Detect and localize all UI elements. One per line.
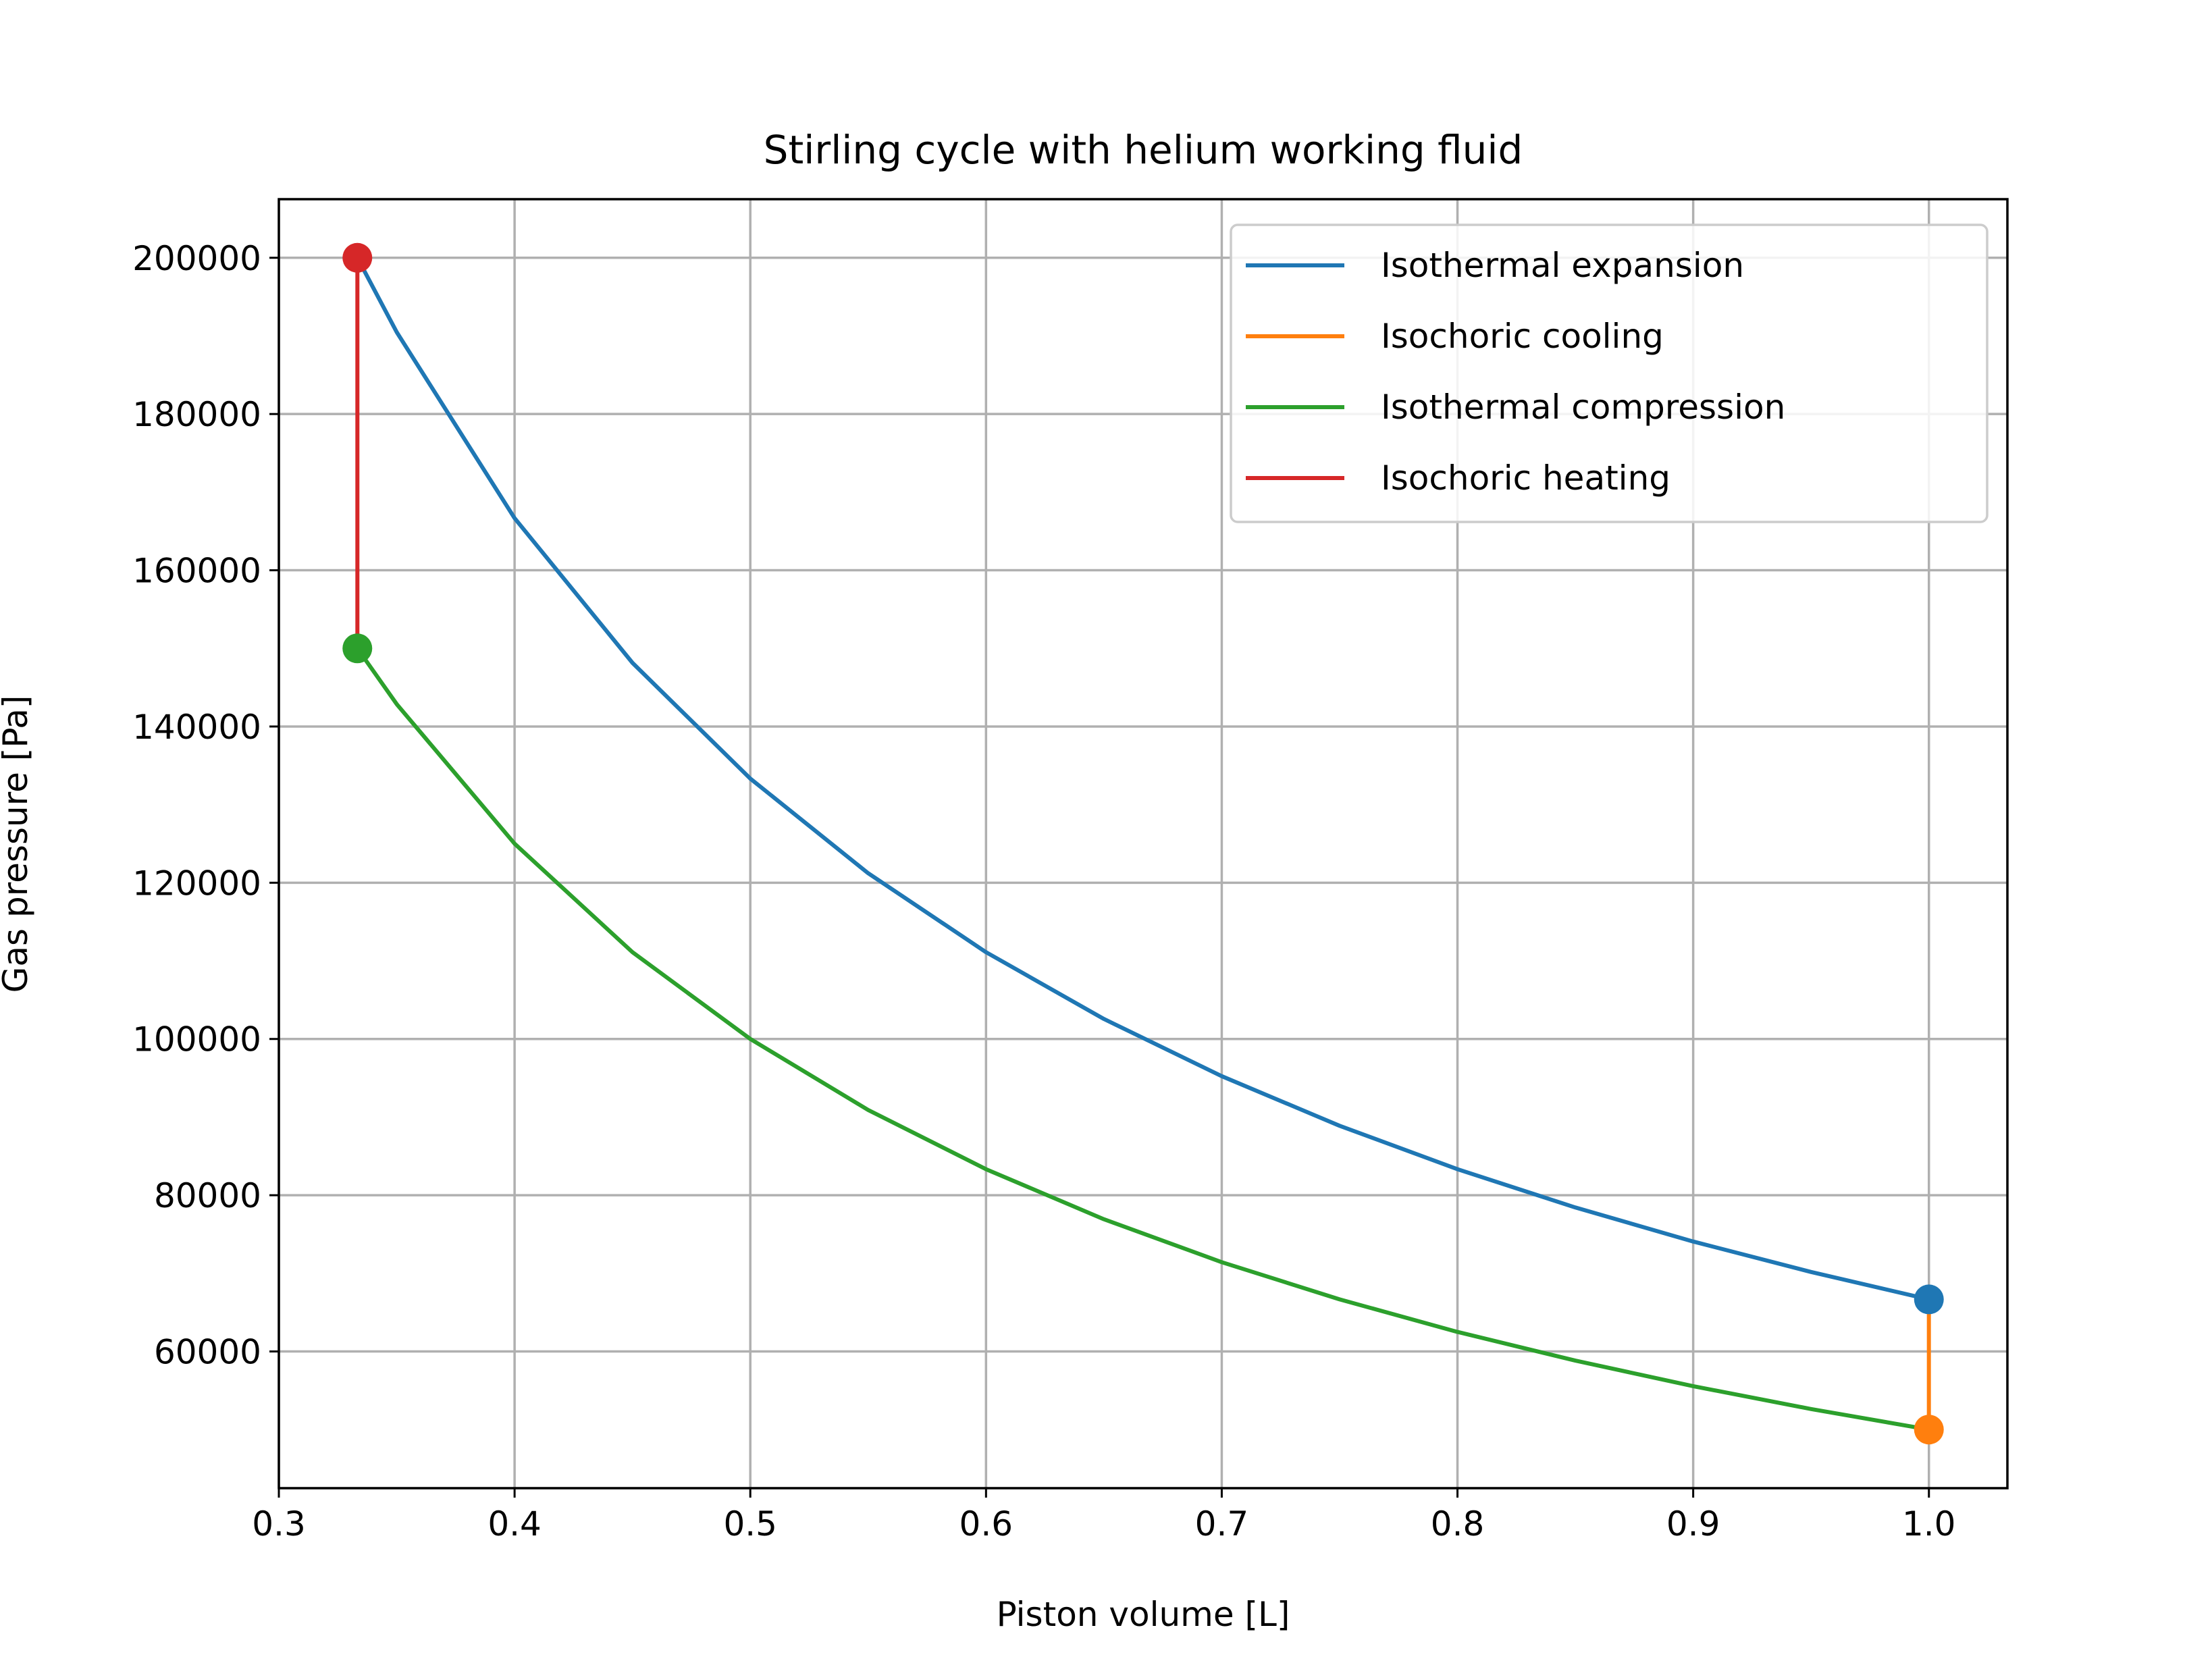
legend-label-isochoric-heating: Isochoric heating	[1381, 458, 1670, 498]
x-tick-label: 0.5	[723, 1504, 777, 1544]
y-tick-label: 60000	[154, 1333, 261, 1372]
legend-label-isochoric-cooling: Isochoric cooling	[1381, 317, 1664, 356]
series-line-isothermal-expansion	[355, 257, 1930, 1302]
y-tick-label: 180000	[132, 395, 261, 434]
chart-title: Stirling cycle with helium working fluid	[764, 127, 1523, 173]
marker-isochoric-heating	[342, 242, 373, 273]
x-tick-label: 1.0	[1902, 1504, 1956, 1544]
x-tick-label: 0.3	[252, 1504, 306, 1544]
marker-isothermal-compression	[342, 633, 373, 664]
x-tick-label: 0.7	[1195, 1504, 1249, 1544]
legend-label-isothermal-compression: Isothermal compression	[1381, 388, 1785, 427]
marker-isochoric-cooling	[1914, 1415, 1944, 1445]
marker-isothermal-expansion	[1914, 1284, 1944, 1315]
y-tick-label: 80000	[154, 1176, 261, 1215]
legend: Isothermal expansion Isochoric cooling Iso…	[1230, 223, 1989, 523]
y-tick-label: 140000	[132, 708, 261, 747]
y-tick-label: 160000	[132, 552, 261, 591]
y-axis-ticks: 60000 80000 100000 120000 140000 160000 180000…	[132, 239, 279, 1372]
x-tick-label: 0.9	[1666, 1504, 1720, 1544]
plot-frame	[278, 198, 2009, 1490]
x-axis-ticks: 0.3 0.4 0.5 0.6 0.7 0.8 0.9 1.0	[252, 1488, 1956, 1544]
plot-lines	[355, 257, 1931, 1432]
x-tick-label: 0.6	[959, 1504, 1013, 1544]
series-line-isothermal-compression	[355, 647, 1930, 1432]
x-tick-label: 0.4	[488, 1504, 542, 1544]
legend-box	[1230, 223, 1989, 523]
y-tick-label: 200000	[132, 239, 261, 278]
plot-markers	[342, 242, 1944, 1445]
x-axis-label: Piston volume [L]	[997, 1595, 1290, 1634]
x-tick-label: 0.8	[1431, 1504, 1485, 1544]
y-tick-label: 120000	[132, 864, 261, 903]
y-axis-label: Gas pressure [Pa]	[0, 695, 35, 993]
legend-label-isothermal-expansion: Isothermal expansion	[1381, 246, 1744, 285]
y-tick-label: 100000	[132, 1020, 261, 1059]
